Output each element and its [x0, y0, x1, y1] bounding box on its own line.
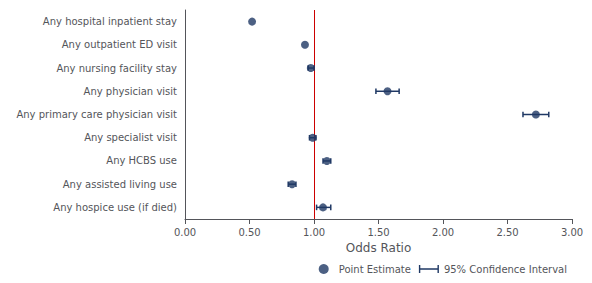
svg-text:Any specialist visit: Any specialist visit: [84, 132, 177, 143]
svg-text:1.00: 1.00: [303, 227, 325, 238]
svg-text:0.50: 0.50: [238, 227, 260, 238]
svg-text:0.00: 0.00: [174, 227, 196, 238]
svg-text:Point Estimate: Point Estimate: [339, 264, 411, 275]
svg-text:Any hospice use (if died): Any hospice use (if died): [53, 202, 177, 213]
svg-text:2.50: 2.50: [496, 227, 518, 238]
svg-text:95% Confidence Interval: 95% Confidence Interval: [444, 264, 567, 275]
svg-text:Any primary care physician vis: Any primary care physician visit: [16, 109, 177, 120]
svg-text:Any physician visit: Any physician visit: [84, 86, 177, 97]
svg-text:Odds Ratio: Odds Ratio: [346, 241, 412, 255]
svg-text:Any hospital inpatient stay: Any hospital inpatient stay: [43, 16, 177, 27]
svg-text:1.50: 1.50: [367, 227, 389, 238]
svg-text:2.00: 2.00: [432, 227, 454, 238]
svg-text:Any HCBS use: Any HCBS use: [106, 155, 177, 166]
svg-text:Any outpatient ED visit: Any outpatient ED visit: [62, 39, 177, 50]
svg-text:3.00: 3.00: [561, 227, 583, 238]
svg-text:Any nursing facility stay: Any nursing facility stay: [56, 63, 177, 74]
svg-text:Any assisted living use: Any assisted living use: [63, 179, 177, 190]
